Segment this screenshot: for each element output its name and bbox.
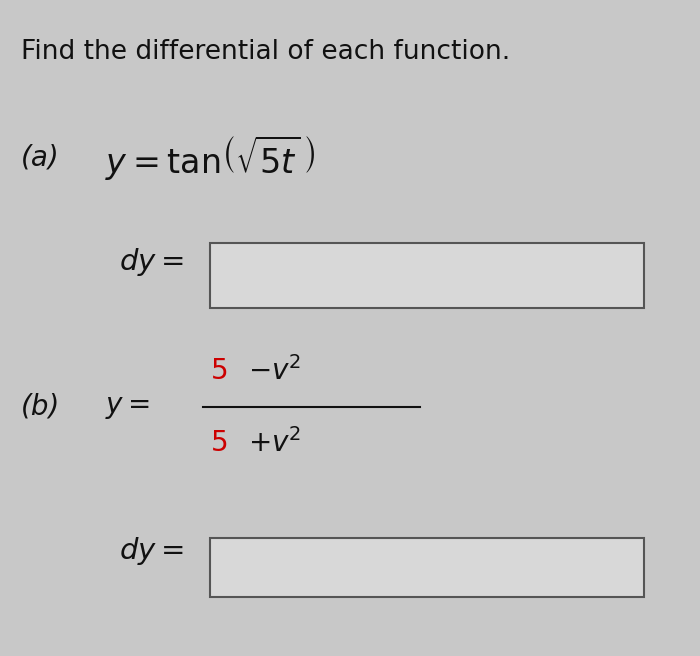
Text: $5$: $5$ <box>210 429 228 457</box>
FancyBboxPatch shape <box>210 538 644 597</box>
Text: Find the differential of each function.: Find the differential of each function. <box>21 39 510 66</box>
Text: (b): (b) <box>21 393 60 420</box>
Text: $5$: $5$ <box>210 357 228 384</box>
Text: (a): (a) <box>21 144 60 171</box>
Text: $- v^2$: $- v^2$ <box>248 356 302 386</box>
Text: $y = \tan\!\left(\sqrt{5t}\,\right)$: $y = \tan\!\left(\sqrt{5t}\,\right)$ <box>105 133 316 182</box>
Text: $y =$: $y =$ <box>105 393 150 420</box>
Text: $+ v^2$: $+ v^2$ <box>248 428 302 458</box>
Text: $dy =$: $dy =$ <box>119 247 184 278</box>
Text: $dy =$: $dy =$ <box>119 535 184 567</box>
FancyBboxPatch shape <box>210 243 644 308</box>
